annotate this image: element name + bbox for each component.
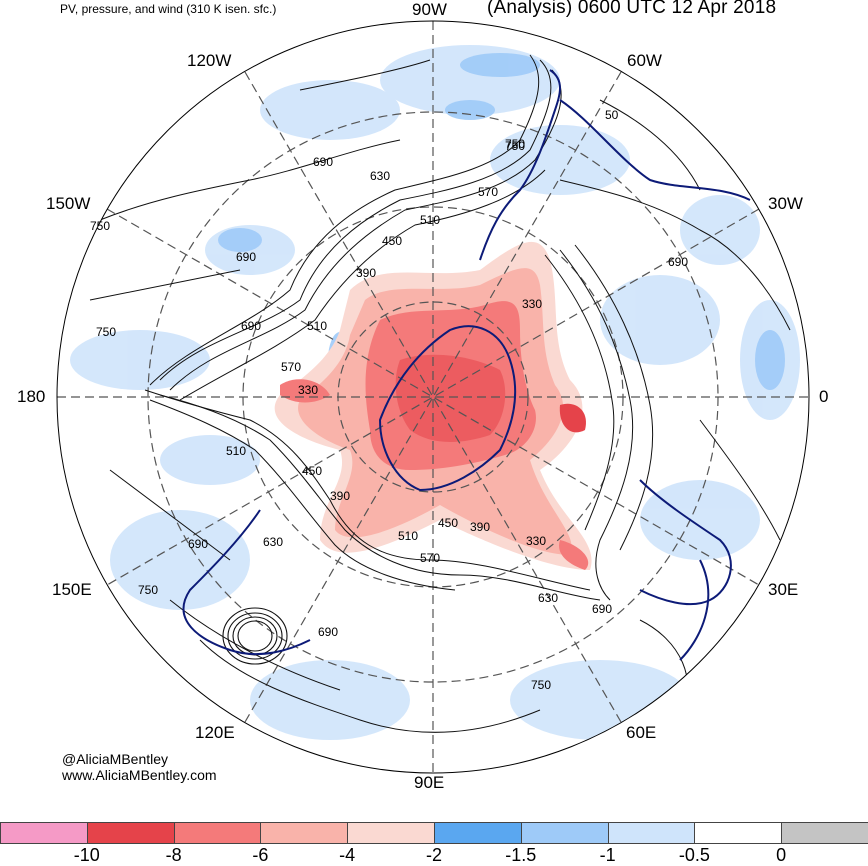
contour-label: 510 bbox=[307, 319, 327, 333]
contour-label: 690 bbox=[241, 319, 261, 333]
colorbar-tick-label: -1 bbox=[599, 845, 616, 865]
colorbar-segment bbox=[347, 822, 435, 844]
contour-label: 570 bbox=[420, 551, 440, 565]
colorbar-segment bbox=[520, 822, 609, 844]
contour-label: 750 bbox=[505, 137, 525, 151]
colorbar-segment bbox=[173, 822, 262, 844]
lon-label-150w: 150W bbox=[46, 194, 91, 213]
contour-label: 390 bbox=[356, 266, 376, 280]
pv-shading-blue bbox=[70, 45, 800, 740]
closed-low-contours bbox=[222, 607, 288, 665]
colorbar-segment bbox=[260, 822, 349, 844]
contour-label: 330 bbox=[522, 297, 542, 311]
contour-label: 750 bbox=[531, 678, 551, 692]
colorbar-tick-label: -10 bbox=[73, 845, 100, 865]
contour-label: 750 bbox=[90, 219, 110, 233]
contour-label: 630 bbox=[263, 535, 283, 549]
contour-label: 750 bbox=[505, 139, 525, 153]
lon-label-180: 180 bbox=[17, 387, 46, 406]
contour-label: 450 bbox=[382, 234, 402, 248]
colorbar-tick-label: -2 bbox=[425, 845, 443, 865]
contour-label: 630 bbox=[370, 169, 390, 183]
contour-label: 510 bbox=[226, 444, 246, 458]
colorbar-tick-label: 0 bbox=[776, 845, 787, 865]
colorbar-segment bbox=[781, 822, 868, 844]
colorbar-segment bbox=[434, 822, 522, 844]
colorbar-tick-label: -4 bbox=[339, 845, 356, 865]
contour-label: 630 bbox=[538, 591, 558, 605]
contour-label: 690 bbox=[188, 537, 208, 551]
lon-label-90w: 90W bbox=[412, 0, 447, 19]
coastlines bbox=[182, 69, 751, 661]
contour-label: 390 bbox=[330, 489, 350, 503]
map-border bbox=[56, 20, 810, 774]
contour-label: 570 bbox=[478, 185, 498, 199]
contour-label: 750 bbox=[138, 583, 158, 597]
lon-label-120e: 120E bbox=[195, 723, 235, 742]
credit-handle: @AliciaMBentley bbox=[62, 751, 169, 767]
contour-label: 390 bbox=[470, 520, 490, 534]
lon-label-30w: 30W bbox=[768, 194, 803, 213]
lon-label-150e: 150E bbox=[52, 580, 92, 599]
contour-label: 690 bbox=[592, 602, 612, 616]
colorbar-segment bbox=[607, 822, 696, 844]
contour-label: 690 bbox=[318, 625, 338, 639]
lon-label-120w: 120W bbox=[187, 51, 232, 70]
contour-label: 330 bbox=[298, 383, 318, 397]
map-subtitle: PV, pressure, and wind (310 K isen. sfc.… bbox=[60, 2, 277, 16]
lon-label-60e: 60E bbox=[626, 723, 657, 742]
contour-label: 450 bbox=[302, 464, 322, 478]
colorbar-tick-label: -0.5 bbox=[678, 845, 710, 865]
polar-map: 750 690 630 570 510 450 390 750 690 330 … bbox=[56, 20, 810, 774]
contour-label: 690 bbox=[668, 255, 688, 269]
colorbar: -10 -8 -6 -4 -2 -1.5 -1 -0.5 0 bbox=[0, 822, 868, 865]
credit-website: www.AliciaMBentley.com bbox=[62, 767, 217, 783]
contour-labels: 750 690 630 570 510 450 390 750 690 330 … bbox=[90, 108, 688, 692]
contour-label: 510 bbox=[398, 529, 418, 543]
lon-label-0: 0 bbox=[819, 387, 829, 406]
colorbar-segment bbox=[0, 822, 88, 844]
contour-label: 690 bbox=[313, 155, 333, 169]
colorbar-segment bbox=[86, 822, 175, 844]
lon-label-90e: 90E bbox=[414, 773, 445, 792]
colorbar-tick-label: -8 bbox=[165, 845, 182, 865]
lon-label-60w: 60W bbox=[627, 51, 662, 70]
contour-label: 570 bbox=[281, 360, 301, 374]
map-content bbox=[57, 21, 809, 773]
colorbar-segment bbox=[694, 822, 783, 844]
lon-label-30e: 30E bbox=[768, 580, 799, 599]
map-title: (Analysis) 0600 UTC 12 Apr 2018 bbox=[487, 0, 777, 18]
contour-label: 330 bbox=[526, 534, 546, 548]
contour-label: 450 bbox=[438, 516, 458, 530]
contour-label: 690 bbox=[236, 250, 256, 264]
contour-label: 510 bbox=[420, 213, 440, 227]
colorbar-tick-label: -1.5 bbox=[505, 845, 537, 865]
colorbar-tick-label: -6 bbox=[252, 845, 269, 865]
contour-label: 750 bbox=[96, 325, 116, 339]
contour-label: 50 bbox=[605, 108, 619, 122]
